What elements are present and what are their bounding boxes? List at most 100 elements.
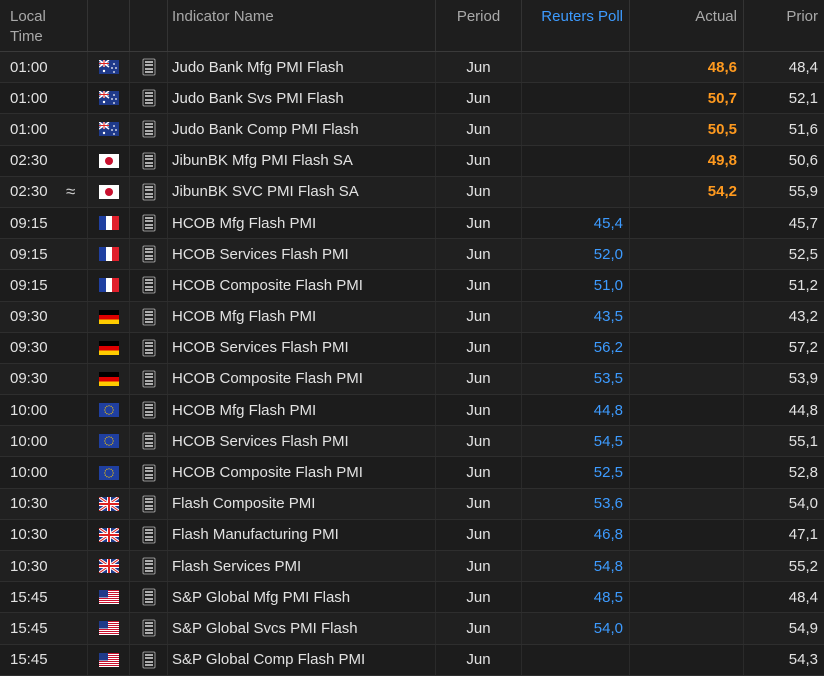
cell-actual: 54,2 (630, 176, 744, 207)
cell-actual (630, 551, 744, 582)
flag (98, 216, 119, 231)
stats-icon (142, 588, 155, 606)
cell-name: S&P Global Comp Flash PMI (168, 644, 436, 675)
header-text: Local Time (10, 8, 46, 45)
icon-cell (130, 582, 168, 613)
cell-actual: 50,7 (630, 83, 744, 114)
icon-cell (130, 145, 168, 176)
cell-prior: 51,2 (788, 276, 818, 294)
icon-cell (130, 52, 168, 83)
cell-time: 15:45 (0, 582, 88, 613)
cell-poll: 54,8 (522, 551, 630, 582)
stats-icon (142, 89, 155, 107)
cell-poll (522, 644, 630, 675)
cell-poll (522, 114, 630, 145)
header-cell (130, 0, 168, 51)
cell-time: 09:30 (0, 363, 88, 395)
flag (98, 153, 119, 168)
event-row: 10:00 HCOB Services Flash PMI Jun 54,5 55,1 (0, 426, 824, 458)
flag-cell (88, 613, 130, 644)
cell-time: 09:30 (0, 332, 88, 363)
cell-actual (630, 363, 744, 395)
stats-icon (142, 495, 155, 513)
event-row: 01:00 Judo Bank Comp PMI Flash Jun 50,5 51,6 (0, 114, 824, 146)
cell-name: JibunBK SVC PMI Flash SA (168, 176, 436, 207)
cell-poll: 43,5 (522, 301, 630, 332)
event-row: 09:30 HCOB Composite Flash PMI Jun 53,5 53,9 (0, 363, 824, 396)
flag (98, 371, 119, 386)
flag-cell: ≈ (66, 176, 130, 207)
cell-prior: 44,8 (788, 401, 818, 419)
header-cell: Period (436, 0, 522, 51)
cell-name: Judo Bank Mfg PMI Flash (168, 52, 436, 83)
cell-time: 15:45 (0, 613, 88, 644)
icon-cell (130, 301, 168, 332)
cell-period: Jun (436, 207, 522, 239)
cell-poll: 46,8 (522, 519, 630, 550)
icon-cell (130, 176, 168, 207)
cell-poll: 53,5 (522, 363, 630, 395)
header-cell: Actual (630, 0, 744, 51)
cell-period: Jun (436, 613, 522, 644)
cell-poll: 45,4 (522, 207, 630, 239)
cell-time: 10:00 (0, 457, 88, 488)
cell-prior: 45,7 (788, 214, 818, 232)
cell-period: Jun (436, 52, 522, 83)
cell-prior: 52,1 (788, 89, 818, 107)
event-row: 09:15 HCOB Mfg Flash PMI Jun 45,4 45,7 (0, 207, 824, 240)
cell-time: 02:30 (0, 145, 88, 176)
cell-prior: 51,6 (788, 120, 818, 138)
cell-poll: 56,2 (522, 332, 630, 363)
flag-cell (88, 52, 130, 83)
cell-prior: 48,4 (788, 588, 818, 606)
flag-cell (88, 519, 130, 550)
cell-period: Jun (436, 176, 522, 207)
cell-prior: 52,8 (788, 464, 818, 482)
cell-period: Jun (436, 114, 522, 145)
icon-cell (130, 207, 168, 239)
cell-time: 09:30 (0, 301, 88, 332)
cell-poll: 54,0 (522, 613, 630, 644)
flag-cell (88, 270, 130, 301)
icon-cell (130, 613, 168, 644)
event-row: 09:15 HCOB Services Flash PMI Jun 52,0 52,5 (0, 239, 824, 271)
flag-cell (88, 301, 130, 332)
flag-cell (88, 363, 130, 395)
icon-cell (130, 332, 168, 363)
cell-actual: 48,6 (630, 52, 744, 83)
cell-poll: 51,0 (522, 270, 630, 301)
cell-time: 10:00 (0, 426, 88, 457)
cell-period: Jun (436, 395, 522, 426)
cell-prior: 52,5 (788, 245, 818, 263)
cell-actual: 49,8 (630, 145, 744, 176)
cell-prior: 55,9 (788, 183, 818, 201)
cell-period: Jun (436, 457, 522, 488)
flag-cell (88, 114, 130, 145)
cell-prior: 57,2 (788, 339, 818, 357)
cell-period: Jun (436, 239, 522, 270)
cell-time: 10:30 (0, 488, 88, 519)
flag (98, 621, 119, 636)
icon-cell (130, 551, 168, 582)
cell-name: Judo Bank Svs PMI Flash (168, 83, 436, 114)
flag (98, 559, 119, 574)
cell-name: HCOB Composite Flash PMI (168, 363, 436, 395)
cell-period: Jun (436, 551, 522, 582)
cell-time: 10:30 (0, 519, 88, 550)
cell-name: HCOB Services Flash PMI (168, 332, 436, 363)
cell-poll: 44,8 (522, 395, 630, 426)
event-row: 10:00 HCOB Composite Flash PMI Jun 52,5 52,8 (0, 457, 824, 489)
flag-cell (88, 582, 130, 613)
icon-cell (130, 488, 168, 519)
marker: ≈ (66, 181, 76, 201)
cell-prior: 54,0 (788, 495, 818, 513)
cell-poll (522, 176, 630, 207)
stats-icon (142, 620, 155, 637)
flag (98, 309, 119, 324)
stats-icon (142, 277, 155, 294)
cell-time: 01:00 (0, 83, 88, 114)
cell-name: HCOB Mfg Flash PMI (168, 207, 436, 239)
cell-actual (630, 457, 744, 488)
event-row: 15:45 S&P Global Comp Flash PMI Jun 54,3 (0, 644, 824, 676)
